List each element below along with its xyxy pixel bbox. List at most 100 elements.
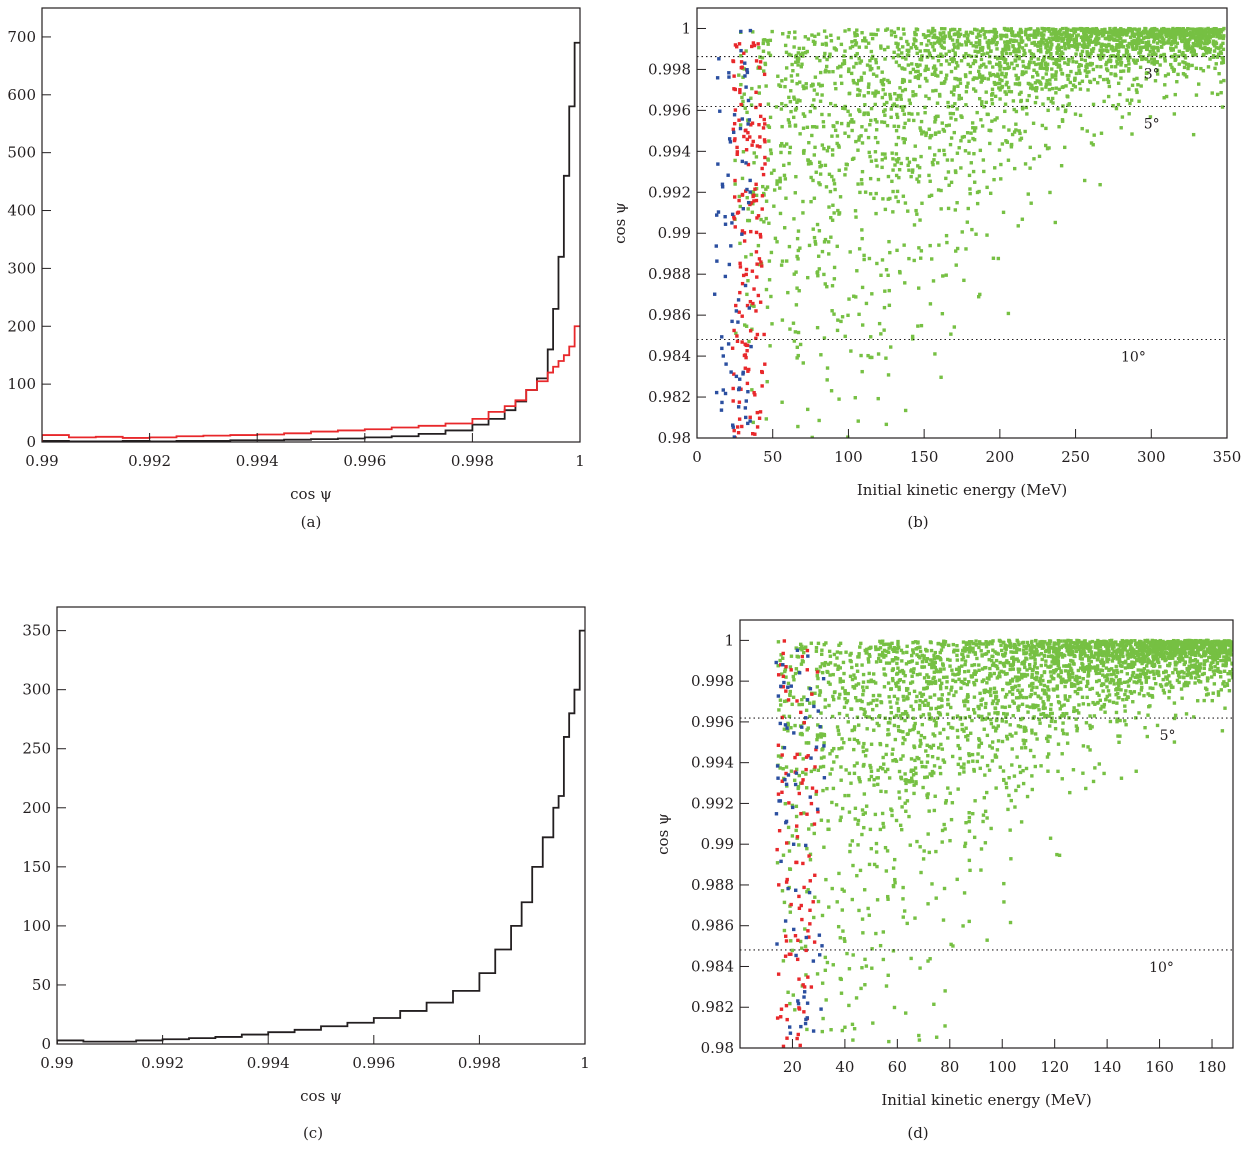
scatter-point (961, 655, 966, 660)
scatter-point (990, 663, 995, 667)
scatter-point (916, 112, 920, 116)
scatter-point (1060, 36, 1064, 40)
scatter-point (739, 48, 743, 53)
scatter-point (1047, 82, 1051, 86)
scatter-point (1063, 43, 1067, 48)
scatter-point (744, 324, 749, 328)
scatter-point (1135, 673, 1139, 678)
scatter-point (967, 815, 972, 820)
scatter-point (1086, 88, 1090, 92)
scatter-point (1101, 650, 1106, 654)
scatter-point (1003, 109, 1007, 114)
scatter-point (1055, 46, 1059, 50)
scatter-point (962, 278, 966, 283)
scatter-point (800, 51, 805, 55)
scatter-point (821, 746, 825, 751)
scatter-point (1138, 31, 1142, 35)
scatter-point (932, 29, 937, 33)
scatter-point (1042, 654, 1047, 658)
scatter-point (950, 685, 954, 689)
scatter-point (1171, 26, 1175, 31)
scatter-point (856, 87, 860, 92)
scatter-point (802, 114, 807, 118)
scatter-point (823, 968, 828, 972)
scatter-point (864, 651, 868, 655)
scatter-point (1108, 680, 1112, 685)
scatter-point (1148, 115, 1153, 119)
scatter-point (871, 91, 875, 95)
scatter-point (896, 680, 900, 685)
scatter-point (1126, 652, 1131, 656)
scatter-point (999, 162, 1003, 167)
scatter-point (964, 734, 968, 739)
scatter-point (1053, 73, 1058, 78)
scatter-point (1188, 46, 1193, 51)
scatter-point (776, 640, 781, 644)
scatter-point (886, 650, 891, 654)
scatter-point (893, 34, 898, 39)
scatter-point (870, 66, 874, 71)
scatter-point (1204, 51, 1209, 55)
scatter-point (1173, 53, 1177, 57)
scatter-point (1011, 650, 1015, 654)
scatter-point (751, 420, 755, 425)
scatter-point (1119, 63, 1123, 67)
scatter-point (921, 785, 925, 790)
scatter-point (1007, 704, 1012, 709)
scatter-point (1173, 660, 1177, 664)
scatter-point (813, 145, 817, 150)
scatter-point (742, 134, 746, 139)
scatter-point (1032, 54, 1036, 59)
scatter-point (762, 72, 767, 77)
scatter-point (755, 332, 760, 337)
scatter-point (738, 377, 742, 381)
scatter-point (998, 77, 1002, 82)
scatter-point (985, 816, 989, 820)
scatter-point (1137, 644, 1141, 648)
scatter-point (936, 114, 940, 119)
scatter-point (906, 63, 911, 67)
scatter-point (991, 39, 996, 44)
scatter-point (818, 765, 823, 769)
scatter-point (930, 29, 934, 33)
scatter-point (755, 144, 760, 148)
scatter-point (843, 106, 847, 111)
scatter-point (864, 301, 869, 306)
scatter-point (816, 254, 821, 258)
scatter-point (750, 86, 754, 91)
scatter-point (952, 27, 957, 32)
scatter-point (813, 242, 818, 246)
scatter-point (1048, 670, 1053, 674)
scatter-point (780, 141, 784, 146)
scatter-point (1188, 660, 1192, 664)
scatter-point (977, 42, 982, 47)
scatter-point (1213, 648, 1218, 652)
scatter-point (842, 61, 847, 66)
scatter-point (1043, 688, 1047, 693)
scatter-point (899, 97, 903, 101)
scatter-point (1015, 679, 1019, 683)
scatter-point (1136, 668, 1140, 672)
scatter-point (999, 669, 1003, 674)
scatter-point (842, 671, 846, 676)
scatter-point (765, 305, 770, 309)
scatter-point (966, 33, 970, 37)
scatter-point (1227, 678, 1231, 683)
scatter-point (773, 236, 778, 241)
scatter-point (842, 705, 847, 709)
scatter-point (868, 64, 872, 68)
scatter-point (1005, 62, 1010, 66)
scatter-point (1002, 778, 1006, 782)
scatter-point (1085, 65, 1089, 70)
scatter-point (1130, 39, 1134, 44)
scatter-point (750, 121, 755, 125)
scatter-point (1009, 650, 1013, 654)
scatter-point (1138, 659, 1143, 664)
scatter-point (744, 399, 748, 403)
scatter-point (865, 63, 870, 67)
x-tick-label: 0.99 (25, 452, 58, 470)
scatter-point (831, 124, 835, 128)
scatter-point (1195, 699, 1200, 703)
scatter-point (886, 973, 890, 977)
scatter-point (1036, 73, 1040, 77)
